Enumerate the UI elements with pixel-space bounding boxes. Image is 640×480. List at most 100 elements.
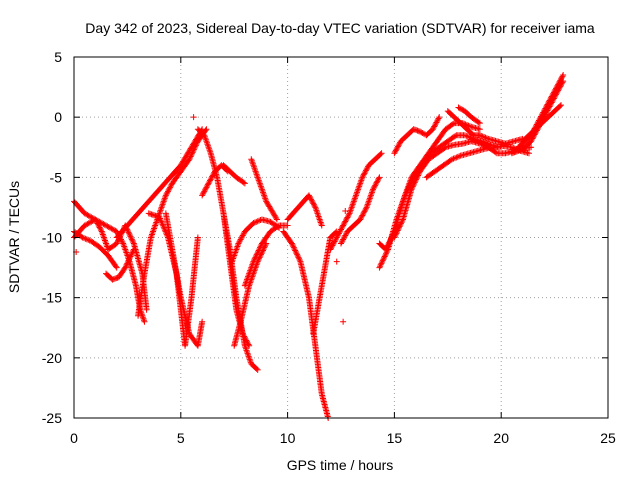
x-tick-label: 15: [387, 430, 403, 446]
data-point: [97, 225, 104, 232]
data-point: [206, 179, 213, 186]
data-point: [394, 143, 401, 150]
data-point: [94, 220, 101, 227]
data-point: [95, 223, 102, 230]
data-point: [381, 254, 388, 261]
data-point: [163, 191, 170, 198]
data-point: [379, 259, 386, 266]
data-point: [411, 179, 418, 186]
data-point: [341, 219, 348, 226]
data-point: [263, 240, 270, 247]
data-point: [476, 126, 483, 133]
data-point: [335, 231, 342, 238]
data-point: [556, 78, 563, 85]
data-point: [258, 250, 265, 257]
data-point: [541, 106, 548, 113]
data-point: [379, 257, 386, 264]
data-point: [129, 249, 136, 256]
data-point: [156, 214, 163, 221]
data-point: [128, 252, 135, 259]
data-point: [128, 250, 135, 257]
data-point: [371, 183, 378, 190]
data-point: [339, 223, 346, 230]
data-point: [254, 218, 261, 225]
data-point: [392, 233, 399, 240]
data-point: [377, 261, 384, 268]
data-point: [338, 226, 344, 233]
data-point: [540, 109, 547, 116]
data-point: [291, 246, 298, 253]
data-point: [370, 186, 377, 193]
data-point: [78, 233, 85, 240]
data-point: [449, 156, 456, 163]
data-point: [208, 175, 215, 182]
data-point: [558, 76, 565, 83]
data-point: [392, 148, 399, 155]
data-point: [432, 120, 439, 127]
data-point: [337, 227, 344, 234]
data-point: [345, 213, 352, 220]
data-point: [294, 253, 301, 260]
y-tick-label: -15: [42, 290, 62, 306]
data-point: [357, 215, 364, 222]
data-point: [545, 100, 552, 107]
data-point: [557, 77, 564, 84]
data-point: [201, 188, 208, 195]
data-point: [250, 220, 257, 227]
data-point: [360, 172, 367, 179]
data-point: [372, 182, 379, 189]
y-tick-label: 5: [54, 49, 62, 65]
data-point: [415, 172, 422, 179]
data-point: [558, 102, 565, 109]
data-point: [391, 234, 398, 241]
data-point: [158, 219, 165, 226]
data-point: [126, 256, 133, 263]
data-point: [392, 147, 399, 154]
data-point: [340, 235, 347, 242]
data-point: [255, 257, 262, 264]
data-point: [528, 136, 535, 143]
data-point: [372, 181, 379, 188]
data-point: [240, 179, 247, 186]
x-axis-label: GPS time / hours: [287, 457, 394, 473]
data-point: [476, 140, 483, 147]
data-point: [538, 113, 545, 120]
data-point: [382, 252, 389, 259]
data-point: [449, 121, 456, 128]
data-point: [553, 85, 560, 92]
data-point: [479, 133, 486, 140]
data-point: [476, 132, 483, 139]
y-tick-label: -10: [42, 230, 62, 246]
data-point: [256, 255, 263, 262]
data-point: [552, 86, 559, 93]
data-point: [413, 175, 420, 182]
data-point: [450, 155, 457, 162]
data-point: [481, 142, 488, 149]
data-point: [202, 185, 209, 192]
data-point: [362, 168, 369, 175]
data-point: [333, 235, 340, 242]
data-point: [545, 98, 552, 105]
data-point: [119, 239, 126, 246]
data-point: [464, 133, 471, 140]
data-point: [396, 223, 403, 230]
data-point: [431, 122, 438, 129]
data-point: [274, 223, 281, 230]
data-point: [162, 228, 169, 235]
data-point: [296, 257, 303, 264]
data-point: [482, 134, 489, 141]
data-point: [112, 263, 119, 270]
data-point: [80, 235, 87, 242]
data-point: [476, 120, 483, 127]
data-point: [434, 118, 441, 125]
data-point: [239, 232, 246, 239]
data-point: [550, 89, 557, 96]
grid: [74, 57, 608, 418]
data-point: [79, 234, 86, 241]
data-point: [333, 258, 340, 265]
data-point: [357, 216, 364, 223]
data-point: [328, 243, 335, 250]
data-point: [343, 215, 350, 222]
data-point: [294, 251, 301, 258]
data-point: [199, 318, 206, 325]
